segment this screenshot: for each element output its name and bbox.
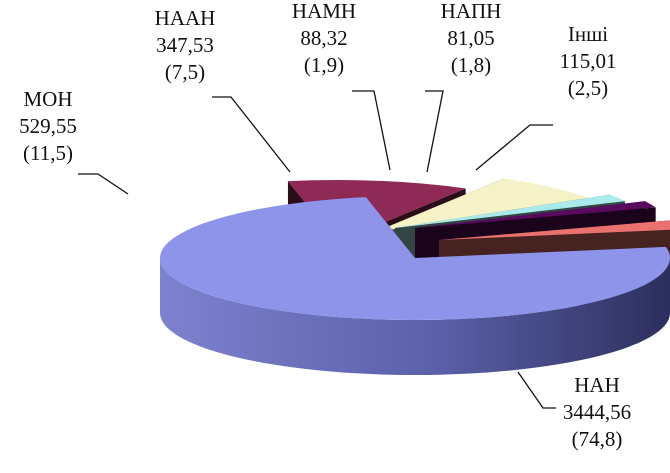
slice-percent-namn: (1,9) <box>304 53 344 77</box>
slice-label-mon: МОН <box>23 87 72 111</box>
slice-label-napn: НАПН 81,05 (1,8) <box>441 0 502 77</box>
leader-line-nan <box>517 371 556 409</box>
slice-label-naan: НААН <box>155 6 216 30</box>
slice-label-namn: НАМН <box>292 0 356 23</box>
slice-label-nan: НАН <box>574 373 620 397</box>
leader-line-mon <box>78 173 129 195</box>
slice-label-namn: НАМН 88,32 (1,9) <box>292 0 356 77</box>
slice-label-nan: НАН 3444,56 (74,8) <box>563 373 631 451</box>
slice-label-naan: НААН 347,53 (7,5) <box>155 6 216 84</box>
slice-value-inshi: 115,01 <box>560 49 617 73</box>
leader-line-napn <box>425 90 444 173</box>
slice-label-napn: НАПН <box>441 0 502 23</box>
slice-value-mon: 529,55 <box>19 114 77 138</box>
slice-percent-inshi: (2,5) <box>568 76 608 100</box>
slice-value-nan: 3444,56 <box>563 400 631 424</box>
leader-line-naan <box>212 96 291 173</box>
slice-percent-naan: (7,5) <box>165 60 205 84</box>
slice-value-naan: 347,53 <box>156 33 214 57</box>
slice-percent-mon: (11,5) <box>23 141 73 165</box>
slice-percent-napn: (1,8) <box>451 53 491 77</box>
slice-nan-top <box>159 197 670 320</box>
slice-naan-top <box>375 178 590 232</box>
leader-line-namn <box>352 90 391 171</box>
slice-napn-top <box>415 201 656 228</box>
slice-inshi-top <box>439 220 670 240</box>
slice-percent-nan: (74,8) <box>572 427 623 451</box>
slice-nan-side <box>160 258 670 375</box>
slice-namn-top <box>395 194 625 228</box>
slice-label-inshi: Інші <box>568 22 608 46</box>
leader-line-inshi <box>475 124 553 171</box>
slice-label-mon: МОН 529,55 (11,5) <box>19 87 77 165</box>
slice-nan <box>159 197 670 375</box>
slice-value-namn: 88,32 <box>300 26 347 50</box>
slice-value-napn: 81,05 <box>447 26 494 50</box>
slice-label-inshi: Інші 115,01 (2,5) <box>560 22 617 100</box>
